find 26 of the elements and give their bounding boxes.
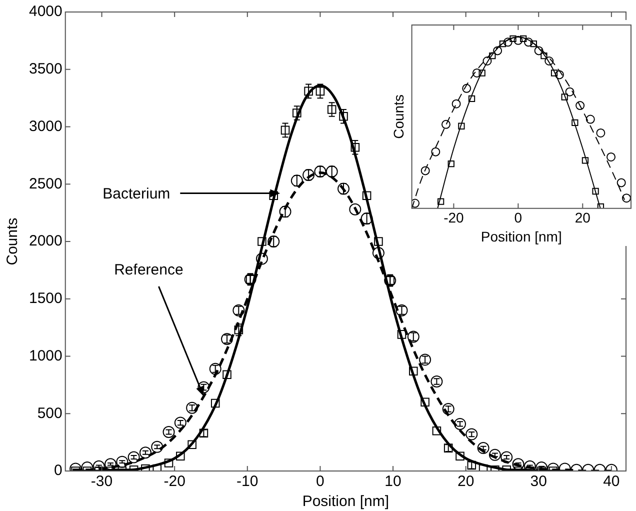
x-tick-label: -30 bbox=[90, 473, 113, 490]
y-tick-label: 3500 bbox=[28, 60, 62, 78]
y-tick-label: 2000 bbox=[28, 232, 62, 250]
x-tick-label: 10 bbox=[384, 473, 402, 490]
y-axis-title: Counts bbox=[390, 94, 406, 139]
x-tick-label: 0 bbox=[316, 473, 324, 490]
annotation: Bacterium bbox=[102, 185, 170, 202]
y-tick-label: 2500 bbox=[28, 175, 62, 192]
x-tick-label: -10 bbox=[236, 473, 258, 490]
x-tick-label: 20 bbox=[574, 210, 591, 226]
y-tick-label: 3000 bbox=[28, 118, 62, 135]
x-tick-label: -20 bbox=[164, 473, 186, 490]
y-tick-label: 500 bbox=[37, 404, 62, 422]
x-axis-title: Position [nm] bbox=[302, 493, 390, 510]
x-axis-title: Position [nm] bbox=[480, 228, 562, 244]
annotation: Reference bbox=[114, 261, 184, 278]
x-tick-label: 0 bbox=[514, 210, 522, 226]
y-tick-label: 4000 bbox=[28, 3, 62, 20]
x-tick-label: 20 bbox=[457, 473, 474, 490]
x-tick-label: -20 bbox=[444, 210, 464, 226]
x-tick-label: 30 bbox=[530, 473, 547, 490]
x-tick-label: 40 bbox=[603, 473, 620, 490]
y-tick-label: 1500 bbox=[28, 290, 62, 308]
y-tick-label: 1000 bbox=[28, 347, 62, 364]
y-axis-title: Counts bbox=[4, 218, 22, 266]
y-tick-label: 0 bbox=[54, 462, 62, 480]
